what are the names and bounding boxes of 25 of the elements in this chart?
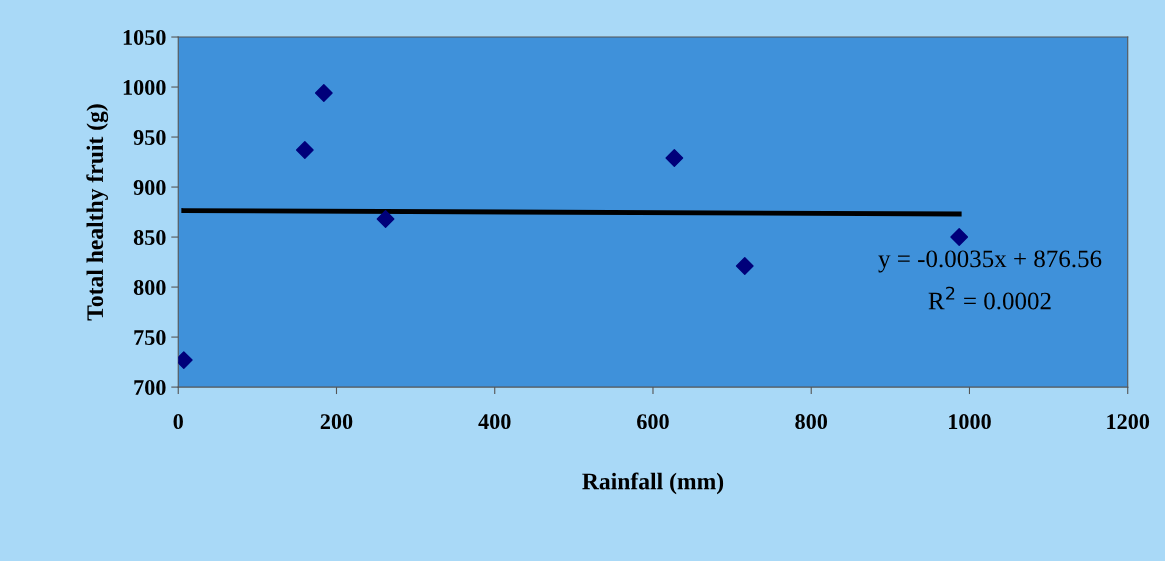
point xyxy=(950,228,969,246)
y-tick-label: 900 xyxy=(133,179,166,195)
y-axis-title: Total healthy fruit (g) xyxy=(86,104,109,321)
y-tick-label: 1000 xyxy=(123,79,166,95)
y-tick-label: 850 xyxy=(133,229,166,245)
point xyxy=(735,257,754,275)
x-tick-label: 800 xyxy=(795,414,828,430)
x-tick-label: 1000 xyxy=(949,414,991,430)
x-tick-label: 200 xyxy=(320,414,353,430)
x-axis-title: Rainfall (mm) xyxy=(582,472,724,495)
y-tick-label: 750 xyxy=(134,330,166,346)
point xyxy=(314,84,333,102)
x-tick-label: 400 xyxy=(478,414,511,430)
y-tick-label: 950 xyxy=(133,129,166,145)
y-tick-label: 800 xyxy=(133,280,166,295)
annotation: y = -0.0035x + 876.56 xyxy=(878,250,1102,273)
x-tick-label: 1200 xyxy=(1107,414,1150,430)
y-tick-label: 1050 xyxy=(123,29,166,45)
point xyxy=(295,141,314,159)
annotation: R$^{2}$ = 0.0002 xyxy=(928,286,1051,310)
point xyxy=(665,149,684,167)
point xyxy=(376,210,395,228)
x-tick-label: 600 xyxy=(637,414,669,430)
y-tick-label: 700 xyxy=(134,380,166,396)
x-tick-label: 0 xyxy=(173,414,183,430)
